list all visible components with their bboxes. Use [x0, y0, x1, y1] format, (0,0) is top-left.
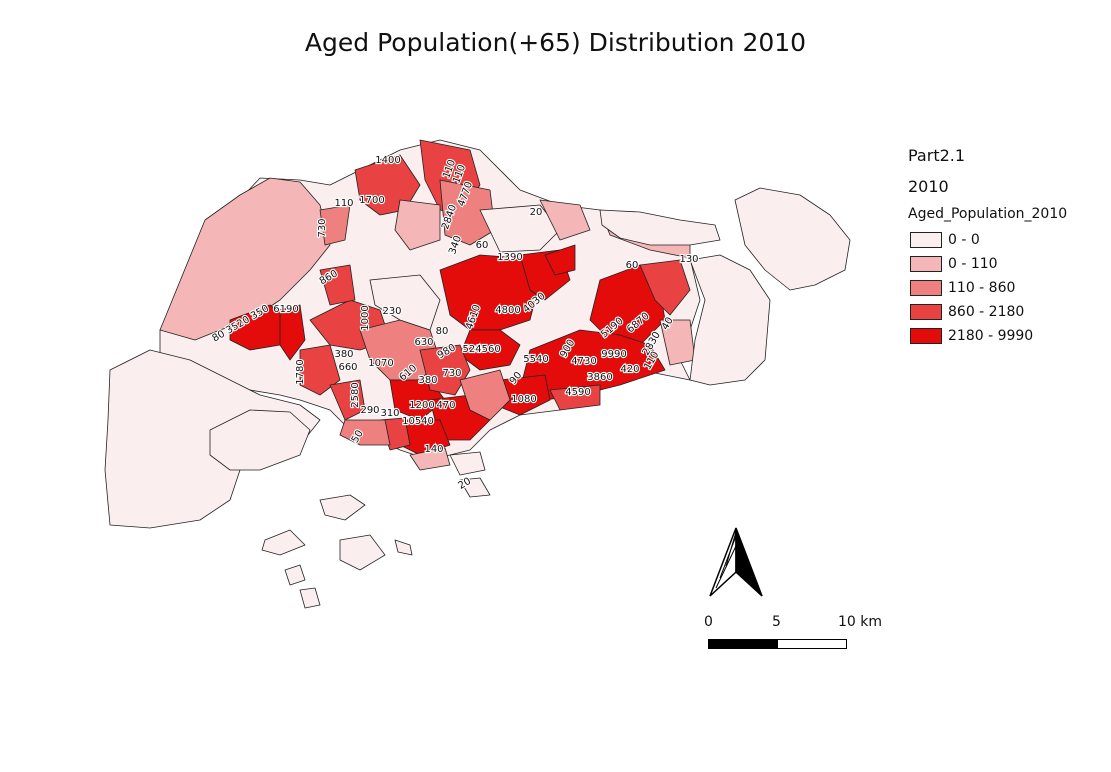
region-value-label: 230 [382, 306, 401, 317]
region-value-label: 1700 [359, 195, 384, 206]
region-value-label: 4590 [565, 387, 590, 398]
map-region [319, 204, 351, 246]
map-region [299, 587, 321, 609]
region-value-label: 1780 [295, 359, 306, 384]
region-value-label: 380 [334, 349, 353, 360]
region-value-label: 80 [436, 326, 449, 337]
map-region [394, 199, 441, 251]
map-region [549, 384, 601, 411]
region-value-label: 1390 [497, 252, 522, 263]
map-region [734, 187, 851, 291]
legend-item: 860 - 2180 [908, 300, 1067, 324]
region-value-label: 730 [442, 368, 461, 379]
map-region [299, 344, 341, 396]
map-region [159, 177, 331, 341]
legend-item: 0 - 110 [908, 252, 1067, 276]
map-region [689, 254, 771, 386]
region-value-label: 130 [679, 254, 698, 265]
region-value-label: 470 [436, 400, 455, 411]
map-region [449, 451, 486, 476]
map-region [539, 199, 591, 241]
region-value-label: 730 [317, 218, 328, 237]
map-region [339, 534, 386, 571]
map-regions [104, 139, 851, 609]
legend-item: 110 - 860 [908, 276, 1067, 300]
region-value-label: 9990 [601, 349, 626, 360]
region-value-label: 2580 [350, 382, 361, 407]
region-value-label: 1200 [409, 400, 434, 411]
map-region [319, 264, 356, 306]
map-region [409, 447, 451, 471]
map-region [479, 204, 561, 253]
scale-segment-white [777, 639, 847, 649]
map-region [439, 179, 496, 246]
legend-label: 0 - 110 [948, 256, 998, 272]
map-region [369, 274, 441, 331]
legend: Part2.1 2010 Aged_Population_2010 0 - 0 0… [908, 146, 1067, 348]
legend-swatch [910, 232, 942, 248]
map-region [261, 529, 306, 556]
legend-swatch [910, 256, 942, 272]
scale-segment-black [708, 639, 778, 649]
legend-item: 0 - 0 [908, 228, 1067, 252]
region-value-label: 10540 [402, 416, 434, 427]
region-value-label: 520 [462, 344, 481, 355]
map-region [439, 254, 541, 331]
region-value-label: 380 [418, 375, 437, 386]
map-region [319, 494, 366, 521]
legend-swatch [910, 304, 942, 320]
legend-label: 860 - 2180 [948, 304, 1025, 320]
north-arrow-icon [706, 526, 766, 604]
map-region [284, 564, 306, 586]
legend-group: Part2.1 [908, 146, 966, 165]
legend-label: 110 - 860 [948, 280, 1016, 296]
region-value-label: 3860 [587, 372, 612, 383]
region-value-label: 5540 [523, 354, 548, 365]
legend-item: 2180 - 9990 [908, 324, 1067, 348]
region-value-label: 1000 [360, 305, 371, 330]
region-value-label: 290 [360, 405, 379, 416]
map-region [209, 409, 311, 471]
map-region [329, 379, 366, 421]
map-region [394, 539, 413, 556]
legend-label: 0 - 0 [948, 232, 980, 248]
map-region [544, 244, 576, 276]
region-value-label: 4730 [571, 356, 596, 367]
region-value-label: 310 [380, 408, 399, 419]
map-region [639, 259, 691, 316]
region-value-label: 660 [338, 362, 357, 373]
scale-label-0: 0 [704, 614, 713, 630]
legend-swatch [910, 280, 942, 296]
scale-label-10: 10 km [838, 614, 883, 630]
region-value-label: 420 [620, 364, 639, 375]
region-value-label: 1400 [375, 155, 400, 166]
map-region [459, 369, 511, 421]
region-value-label: 140 [424, 444, 443, 455]
map-region [279, 304, 306, 361]
map-region [339, 419, 391, 446]
region-value-label: 110 [334, 198, 353, 209]
region-value-label: 1070 [368, 358, 393, 369]
region-value-label: 630 [414, 337, 433, 348]
map-title: Aged Population(+65) Distribution 2010 [304, 28, 807, 57]
region-value-label: 60 [626, 260, 639, 271]
legend-layer: 2010 [908, 177, 949, 196]
map-region [459, 477, 491, 498]
legend-swatch [910, 328, 942, 344]
region-value-label: 20 [530, 207, 543, 218]
region-value-label: 60 [476, 240, 489, 251]
map-region [599, 209, 721, 246]
legend-field: Aged_Population_2010 [908, 206, 1068, 222]
region-value-label: 4560 [475, 344, 500, 355]
region-value-label: 6190 [273, 304, 298, 315]
scale-bar: 0 5 10 km [700, 614, 890, 664]
region-value-label: 1080 [511, 394, 536, 405]
scale-label-5: 5 [772, 614, 781, 630]
region-value-label: 4800 [495, 305, 520, 316]
legend-label: 2180 - 9990 [948, 328, 1034, 344]
